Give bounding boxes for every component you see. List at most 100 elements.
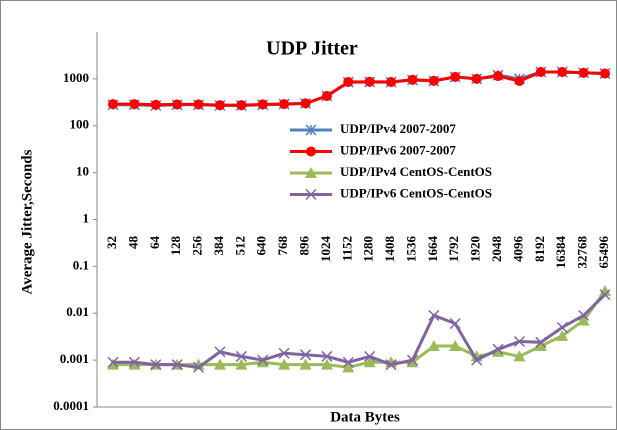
legend-label: UDP/IPv4 2007-2007: [340, 121, 456, 136]
x-tick-label: 32768: [575, 236, 590, 269]
marker: [513, 350, 526, 362]
marker: [450, 71, 461, 82]
y-tick-label: 0.0001: [53, 398, 89, 413]
y-tick-label: 0.01: [66, 304, 89, 319]
marker: [172, 99, 183, 110]
marker: [492, 343, 504, 355]
x-tick-label: 384: [211, 236, 226, 256]
x-tick-label: 640: [254, 236, 269, 256]
marker: [278, 347, 290, 359]
marker: [342, 361, 355, 373]
marker: [471, 73, 482, 84]
marker: [320, 358, 333, 370]
x-tick-label: 4096: [510, 236, 525, 263]
legend-marker: [306, 146, 316, 157]
marker: [213, 358, 226, 370]
marker: [513, 335, 525, 348]
marker: [449, 318, 461, 330]
marker: [364, 350, 376, 362]
marker: [386, 76, 397, 87]
marker: [108, 99, 118, 110]
y-tick-label: 0.001: [60, 351, 89, 366]
y-tick-label: 1000: [63, 70, 89, 85]
marker: [493, 71, 504, 82]
marker: [599, 289, 611, 301]
marker: [214, 346, 226, 358]
x-tick-label: 1920: [468, 236, 483, 262]
series-line: [113, 293, 607, 369]
legend-marker: [305, 188, 317, 201]
marker: [535, 67, 546, 78]
marker: [150, 359, 162, 371]
marker: [471, 354, 483, 366]
y-tick-label: 10: [76, 164, 89, 179]
marker: [514, 76, 525, 87]
marker: [278, 358, 291, 370]
x-tick-label: 2048: [489, 236, 504, 263]
marker: [364, 76, 375, 87]
y-axis-label: Average Jitter,Seconds: [19, 149, 35, 294]
marker: [257, 354, 269, 366]
marker: [236, 100, 247, 111]
x-tick-label: 896: [297, 236, 312, 256]
legend-label: UDP/IPv6 2007-2007: [340, 142, 456, 157]
marker: [600, 68, 610, 79]
x-tick-label: 1408: [382, 236, 397, 263]
marker: [428, 75, 439, 86]
marker: [407, 74, 418, 85]
x-tick-label: 768: [275, 236, 290, 256]
marker: [129, 99, 140, 110]
x-tick-label: 32: [104, 236, 119, 249]
x-tick-label: 256: [190, 236, 205, 256]
marker: [128, 358, 141, 370]
marker: [193, 99, 204, 110]
legend-label: UDP/IPv6 CentOS-CentOS: [340, 185, 492, 200]
marker: [363, 356, 376, 368]
x-tick-label: 65496: [596, 236, 611, 269]
y-tick-label: 0.1: [73, 257, 89, 272]
x-tick-label: 1024: [318, 236, 333, 263]
marker: [235, 358, 248, 370]
x-tick-label: 128: [168, 236, 183, 256]
marker: [599, 284, 611, 296]
marker: [342, 356, 354, 368]
x-tick-label: 1536: [403, 236, 418, 263]
x-tick-label: 1664: [425, 236, 440, 263]
x-axis-label: Data Bytes: [330, 409, 400, 425]
marker: [193, 361, 205, 373]
marker: [171, 359, 183, 371]
marker: [385, 359, 397, 371]
marker: [428, 309, 440, 321]
marker: [150, 99, 161, 110]
x-tick-label: 512: [232, 236, 247, 256]
x-tick-label: 64: [147, 236, 162, 250]
marker: [556, 329, 569, 341]
marker: [406, 354, 419, 366]
marker: [321, 350, 333, 362]
marker: [535, 336, 547, 348]
marker: [279, 99, 290, 110]
marker: [299, 349, 312, 361]
x-tick-label: 8192: [532, 236, 547, 262]
marker: [321, 91, 332, 102]
marker: [556, 321, 568, 333]
marker: [214, 100, 225, 111]
marker: [299, 358, 312, 370]
marker: [107, 356, 119, 368]
marker: [492, 345, 505, 357]
marker: [107, 358, 119, 370]
marker: [449, 340, 462, 352]
y-tick-label: 100: [70, 117, 90, 132]
marker: [406, 356, 419, 368]
marker: [343, 76, 354, 87]
x-tick-label: 1280: [361, 236, 376, 262]
marker: [427, 340, 440, 352]
legend-label: UDP/IPv4 CentOS-CentOS: [340, 164, 492, 179]
marker: [578, 309, 590, 321]
legend-marker: [305, 124, 317, 136]
marker: [300, 98, 311, 109]
marker: [557, 67, 568, 78]
legend-marker: [305, 167, 317, 178]
y-tick-label: 1: [83, 210, 90, 225]
